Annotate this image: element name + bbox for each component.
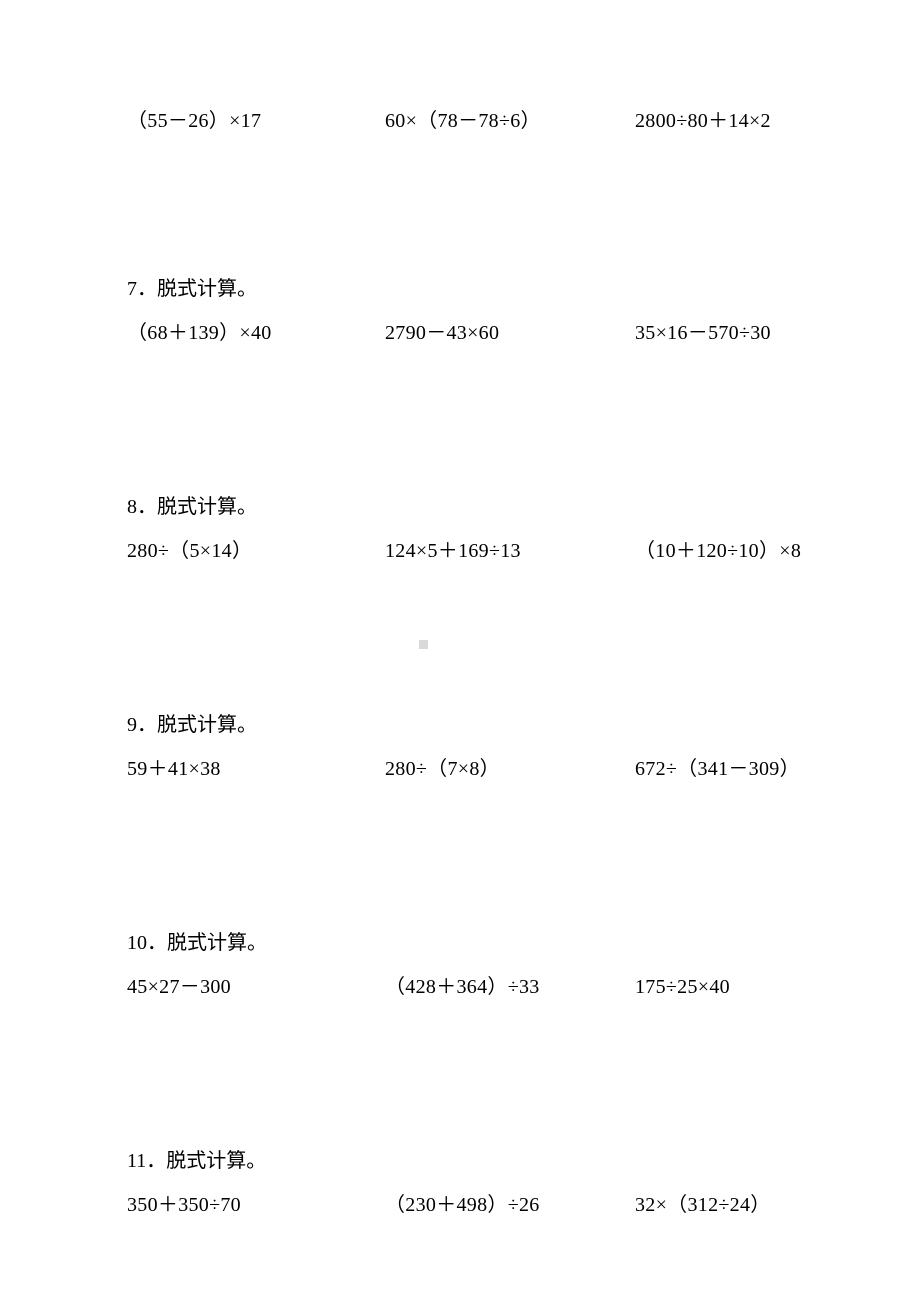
expression-row: （68＋139）×40 2790－43×60 35×16－570÷30 [127, 321, 820, 345]
expression-1: 280÷（5×14） [127, 539, 385, 563]
problem-heading: 7．脱式计算。 [127, 277, 820, 301]
expression-1: 45×27－300 [127, 975, 385, 999]
expression-1: （55－26）×17 [127, 109, 385, 133]
problem-7: 7．脱式计算。 （68＋139）×40 2790－43×60 35×16－570… [127, 277, 820, 345]
expression-3: 2800÷80＋14×2 [635, 109, 771, 133]
problem-10: 10．脱式计算。 45×27－300 （428＋364）÷33 175÷25×4… [127, 931, 820, 999]
expression-1: （68＋139）×40 [127, 321, 385, 345]
expression-2: 60×（78－78÷6） [385, 109, 635, 133]
expression-3: 35×16－570÷30 [635, 321, 771, 345]
problem-11: 11．脱式计算。 350＋350÷70 （230＋498）÷26 32×（312… [127, 1149, 820, 1217]
worksheet-page: （55－26）×17 60×（78－78÷6） 2800÷80＋14×2 7．脱… [0, 0, 920, 1302]
expression-3: （10＋120÷10）×8 [635, 539, 801, 563]
expression-3: 32×（312÷24） [635, 1193, 771, 1217]
expression-2: 2790－43×60 [385, 321, 635, 345]
problem-number: 11． [127, 1150, 166, 1172]
expression-row: 59＋41×38 280÷（7×8） 672÷（341－309） [127, 757, 820, 781]
problem-heading: 8．脱式计算。 [127, 495, 820, 519]
expression-2: 280÷（7×8） [385, 757, 635, 781]
expression-row: 350＋350÷70 （230＋498）÷26 32×（312÷24） [127, 1193, 820, 1217]
expression-row: 280÷（5×14） 124×5＋169÷13 （10＋120÷10）×8 [127, 539, 820, 563]
problem-8: 8．脱式计算。 280÷（5×14） 124×5＋169÷13 （10＋120÷… [127, 495, 820, 563]
problem-title: 脱式计算。 [166, 1150, 266, 1172]
expression-2: （428＋364）÷33 [385, 975, 635, 999]
expression-2: （230＋498）÷26 [385, 1193, 635, 1217]
expression-3: 175÷25×40 [635, 975, 730, 999]
center-marker-icon [419, 640, 428, 649]
expression-1: 59＋41×38 [127, 757, 385, 781]
expression-2: 124×5＋169÷13 [385, 539, 635, 563]
problem-number: 7． [127, 278, 157, 300]
problem-title: 脱式计算。 [157, 714, 257, 736]
problem-number: 9． [127, 714, 157, 736]
problem-number: 10． [127, 932, 167, 954]
expression-row: 45×27－300 （428＋364）÷33 175÷25×40 [127, 975, 820, 999]
expression-3: 672÷（341－309） [635, 757, 800, 781]
problem-9: 9．脱式计算。 59＋41×38 280÷（7×8） 672÷（341－309） [127, 713, 820, 781]
problem-heading: 10．脱式计算。 [127, 931, 820, 955]
problem-heading: 11．脱式计算。 [127, 1149, 820, 1173]
problem-title: 脱式计算。 [157, 278, 257, 300]
top-expression-row: （55－26）×17 60×（78－78÷6） 2800÷80＋14×2 [127, 109, 820, 133]
problem-heading: 9．脱式计算。 [127, 713, 820, 737]
problem-number: 8． [127, 496, 157, 518]
problem-title: 脱式计算。 [167, 932, 267, 954]
expression-1: 350＋350÷70 [127, 1193, 385, 1217]
problem-title: 脱式计算。 [157, 496, 257, 518]
